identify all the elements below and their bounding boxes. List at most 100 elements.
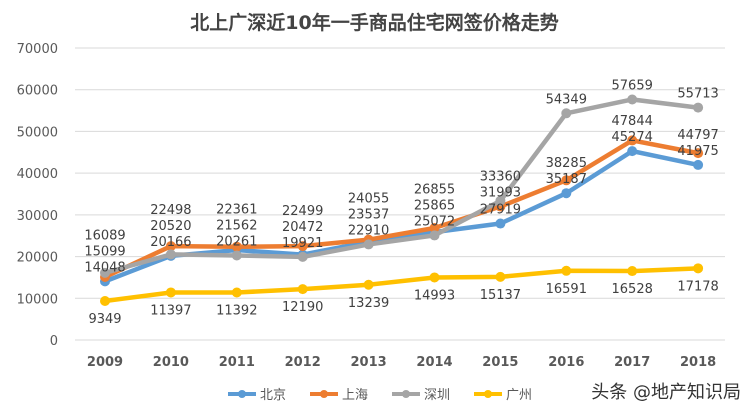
data-point xyxy=(429,222,440,233)
data-label: 20472 xyxy=(282,220,323,235)
data-label: 27919 xyxy=(480,203,521,218)
data-label: 24055 xyxy=(348,191,389,206)
series-line xyxy=(104,148,699,284)
data-point xyxy=(165,249,176,260)
legend-label: 上海 xyxy=(342,388,368,403)
legend-marker xyxy=(320,390,328,398)
data-label: 45274 xyxy=(612,130,653,145)
y-tick-label: 10000 xyxy=(17,292,58,307)
x-tick-label: 2011 xyxy=(219,355,255,370)
data-label: 55713 xyxy=(677,87,718,102)
data-label: 12190 xyxy=(282,300,323,315)
data-point xyxy=(693,148,704,159)
x-tick-label: 2015 xyxy=(482,355,518,370)
data-point xyxy=(561,188,572,199)
data-point xyxy=(297,251,308,262)
data-label: 22361 xyxy=(216,202,257,217)
legend-marker xyxy=(238,390,246,398)
data-label: 20166 xyxy=(150,235,191,250)
series-line xyxy=(104,138,699,280)
series-line xyxy=(104,266,699,304)
data-point xyxy=(429,230,440,241)
data-label: 31993 xyxy=(480,186,521,201)
data-label: 26855 xyxy=(414,182,455,197)
data-point xyxy=(231,250,242,261)
legend-label: 广州 xyxy=(506,388,532,403)
data-point xyxy=(165,287,176,298)
data-point xyxy=(693,159,704,170)
data-label: 11397 xyxy=(150,303,191,318)
x-tick-label: 2012 xyxy=(285,355,321,370)
data-point xyxy=(693,102,704,113)
data-point xyxy=(363,239,374,250)
y-tick-label: 50000 xyxy=(17,125,58,140)
y-tick-label: 60000 xyxy=(17,84,58,99)
data-label: 21562 xyxy=(216,218,257,233)
data-label: 17178 xyxy=(677,279,718,294)
data-label: 19921 xyxy=(282,236,323,251)
data-label: 41975 xyxy=(677,144,718,159)
y-tick-label: 30000 xyxy=(17,209,58,224)
data-point xyxy=(165,241,176,252)
x-tick-label: 2010 xyxy=(153,355,189,370)
data-point xyxy=(363,279,374,290)
data-point xyxy=(100,267,110,278)
data-label: 14048 xyxy=(84,260,125,275)
data-label: 38285 xyxy=(546,156,587,171)
legend-marker xyxy=(484,390,492,398)
data-label: 35187 xyxy=(546,172,587,187)
x-tick-label: 2016 xyxy=(548,355,584,370)
data-label: 22498 xyxy=(150,203,191,218)
chart-title: 北上广深近10年一手商品住宅网签价格走势 xyxy=(190,12,559,34)
data-point xyxy=(627,135,638,146)
data-label: 57659 xyxy=(612,78,653,93)
data-label: 9349 xyxy=(88,312,121,327)
data-point xyxy=(693,263,704,274)
data-label: 22910 xyxy=(348,223,389,238)
y-tick-label: 0 xyxy=(50,334,58,349)
data-point xyxy=(429,272,440,283)
data-point xyxy=(495,195,506,206)
data-point xyxy=(231,241,242,252)
x-tick-label: 2009 xyxy=(87,355,123,370)
data-label: 25865 xyxy=(414,198,455,213)
data-label: 16528 xyxy=(612,282,653,297)
data-label: 14993 xyxy=(414,288,455,303)
data-label: 16591 xyxy=(546,282,587,297)
data-label: 44797 xyxy=(677,128,718,143)
legend-marker xyxy=(402,390,410,398)
data-point xyxy=(231,287,242,298)
y-tick-label: 40000 xyxy=(17,167,58,182)
data-label: 22499 xyxy=(282,204,323,219)
x-tick-label: 2013 xyxy=(351,355,387,370)
data-label: 54349 xyxy=(546,92,587,107)
data-point xyxy=(561,265,572,276)
data-point xyxy=(495,218,506,229)
data-point xyxy=(561,175,572,186)
data-point xyxy=(627,146,638,157)
data-point xyxy=(100,296,110,307)
data-point xyxy=(627,94,638,105)
data-label: 23537 xyxy=(348,207,389,222)
data-label: 20520 xyxy=(150,219,191,234)
data-label: 16089 xyxy=(84,228,125,243)
data-point xyxy=(297,241,308,252)
data-label: 25072 xyxy=(414,214,455,229)
y-tick-label: 70000 xyxy=(17,42,58,57)
x-tick-label: 2017 xyxy=(614,355,650,370)
data-label: 11392 xyxy=(216,303,257,318)
x-tick-label: 2014 xyxy=(416,355,452,370)
data-point xyxy=(561,108,572,119)
legend-label: 深圳 xyxy=(424,388,450,403)
data-label: 20261 xyxy=(216,234,257,249)
legend-label: 北京 xyxy=(260,388,286,403)
data-label: 47844 xyxy=(612,114,653,129)
data-point xyxy=(297,284,308,295)
data-label: 15099 xyxy=(84,244,125,259)
data-label: 13239 xyxy=(348,296,389,311)
data-point xyxy=(627,266,638,277)
y-tick-label: 20000 xyxy=(17,251,58,266)
series-line xyxy=(104,97,699,276)
data-point xyxy=(495,271,506,282)
